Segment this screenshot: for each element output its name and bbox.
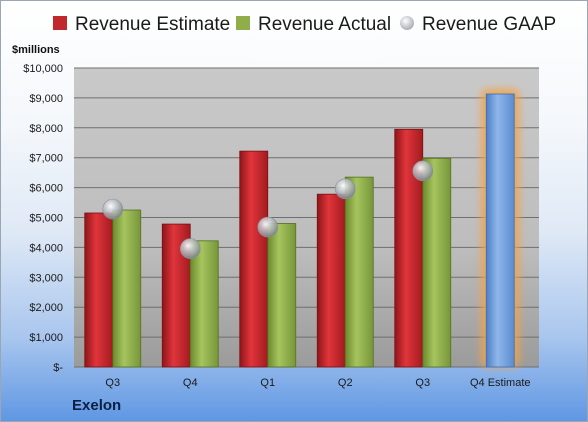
y-tick-label: $- bbox=[53, 362, 63, 374]
bar-revenue-actual bbox=[267, 223, 297, 368]
gaap-markers bbox=[102, 160, 434, 259]
y-tick-label: $1,000 bbox=[29, 332, 63, 344]
gaap-marker bbox=[102, 198, 124, 220]
bar-revenue-actual bbox=[422, 157, 452, 368]
legend-label-revenue-estimate: Revenue Estimate bbox=[75, 14, 231, 35]
company-name: Exelon bbox=[72, 397, 122, 414]
legend-swatch-revenue-gaap bbox=[400, 16, 414, 30]
bar-q4-estimate bbox=[485, 93, 515, 368]
chart-legend: Revenue Estimate Revenue Actual Revenue … bbox=[0, 14, 588, 44]
y-axis-ticks: $- $1,000 $2,000 $3,000 $4,000 $5,000 $6,000 $7… bbox=[23, 63, 63, 374]
bar-revenue-actual bbox=[344, 176, 374, 368]
x-tick-label: Q3 bbox=[105, 377, 120, 389]
y-tick-label: $6,000 bbox=[29, 183, 63, 195]
bar-revenue-estimate bbox=[316, 193, 346, 368]
legend-swatch-revenue-estimate bbox=[53, 16, 67, 30]
y-tick-label: $4,000 bbox=[29, 242, 63, 254]
bar-revenue-estimate bbox=[84, 212, 114, 368]
x-tick-label: Q3 bbox=[415, 377, 430, 389]
x-tick-label: Q4 bbox=[183, 377, 198, 389]
legend-swatch-revenue-actual bbox=[236, 16, 250, 30]
gaap-marker bbox=[257, 216, 279, 238]
gaap-marker bbox=[412, 160, 434, 182]
bar-revenue-actual bbox=[112, 209, 142, 368]
y-axis-unit-label: $millions bbox=[12, 44, 60, 56]
legend-label-revenue-actual: Revenue Actual bbox=[258, 14, 392, 35]
x-tick-label: Q4 Estimate bbox=[470, 377, 531, 389]
y-tick-label: $10,000 bbox=[23, 63, 63, 75]
y-tick-label: $7,000 bbox=[29, 153, 63, 165]
y-tick-label: $2,000 bbox=[29, 302, 63, 314]
bar-revenue-actual bbox=[189, 240, 219, 368]
y-tick-label: $3,000 bbox=[29, 272, 63, 284]
x-tick-label: Q1 bbox=[260, 377, 275, 389]
y-tick-label: $9,000 bbox=[29, 93, 63, 105]
bar-revenue-estimate bbox=[239, 150, 269, 368]
gridlines bbox=[74, 67, 539, 368]
x-tick-label: Q2 bbox=[338, 377, 353, 389]
y-tick-label: $8,000 bbox=[29, 123, 63, 135]
x-axis-ticks: Q3 Q4 Q1 Q2 Q3 Q4 Estimate bbox=[105, 377, 530, 389]
y-tick-label: $5,000 bbox=[29, 213, 63, 225]
gaap-marker bbox=[334, 178, 356, 200]
gaap-marker bbox=[179, 238, 201, 259]
legend-label-revenue-gaap: Revenue GAAP bbox=[422, 14, 557, 35]
